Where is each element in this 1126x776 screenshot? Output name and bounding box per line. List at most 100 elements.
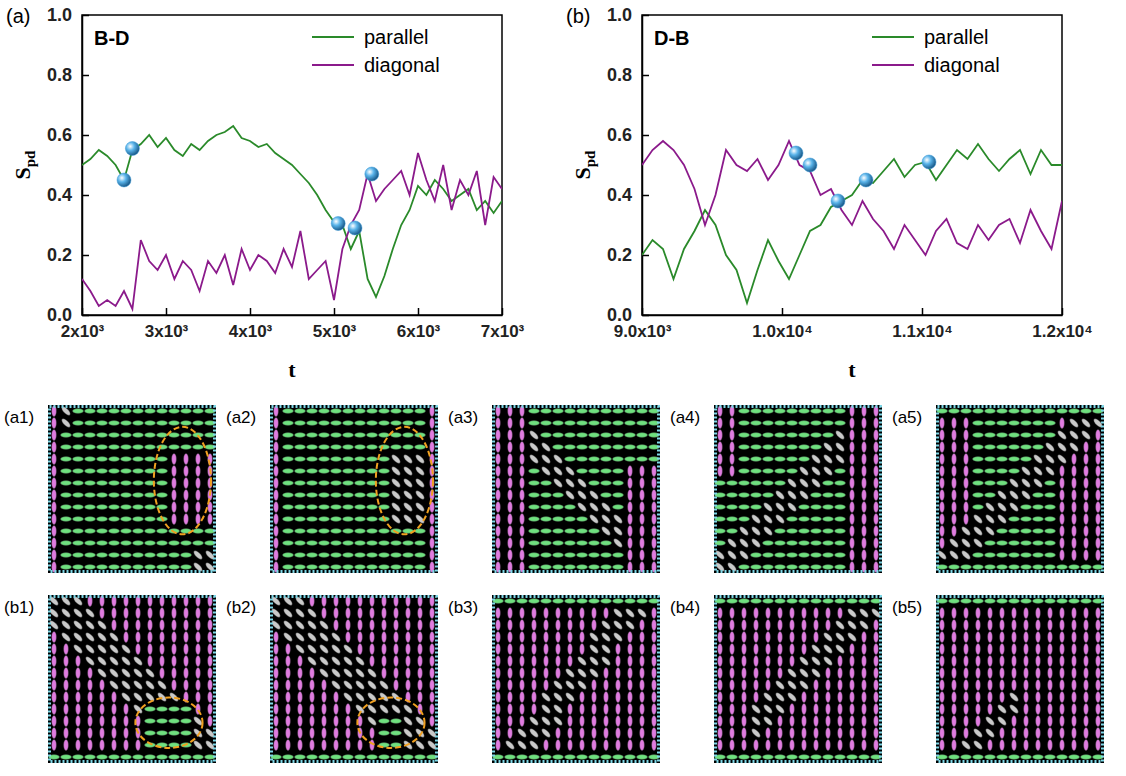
- particle: [718, 691, 723, 702]
- particle: [358, 739, 363, 750]
- particle: [1020, 433, 1031, 438]
- particle: [72, 553, 83, 558]
- particle: [822, 553, 833, 558]
- particle: [588, 553, 599, 558]
- particle: [318, 517, 329, 522]
- particle: [774, 489, 785, 500]
- particle: [544, 739, 549, 750]
- particle: [172, 489, 177, 500]
- particle: [738, 505, 749, 510]
- highlight-ring: [357, 697, 424, 747]
- particle: [600, 421, 611, 426]
- particle: [1008, 421, 1019, 426]
- particle: [814, 631, 819, 642]
- particle: [1008, 469, 1019, 474]
- particle: [144, 553, 155, 558]
- particle: [520, 429, 525, 440]
- particle: [108, 445, 119, 450]
- particle: [1056, 429, 1067, 440]
- particle: [730, 631, 735, 642]
- particle: [940, 453, 945, 464]
- particle: [144, 731, 155, 736]
- particle: [496, 643, 501, 654]
- particle: [72, 481, 83, 486]
- particle: [592, 691, 597, 702]
- particle: [1080, 429, 1091, 440]
- particle: [1096, 513, 1101, 524]
- particle: [378, 493, 389, 498]
- particle: [568, 643, 573, 654]
- particle: [588, 631, 599, 642]
- particle: [616, 715, 621, 726]
- particle: [834, 517, 845, 522]
- particle: [564, 691, 575, 702]
- particle: [636, 433, 647, 438]
- particle: [354, 469, 365, 474]
- particle: [988, 655, 993, 666]
- particle: [72, 517, 83, 522]
- particle: [826, 715, 831, 726]
- particle: [798, 433, 809, 438]
- particle: [1008, 457, 1019, 462]
- snapshot-marker: [365, 167, 379, 181]
- particle: [1000, 607, 1005, 618]
- particle: [544, 607, 549, 618]
- particle: [1044, 553, 1055, 558]
- particle: [112, 607, 117, 618]
- particle: [96, 643, 107, 654]
- snapshot: (b1): [4, 595, 216, 763]
- particle: [972, 537, 983, 548]
- particle: [132, 553, 143, 558]
- particle: [652, 679, 657, 690]
- particle: [742, 619, 747, 630]
- particle: [108, 655, 119, 666]
- particle: [874, 619, 879, 630]
- particle: [132, 469, 143, 474]
- particle: [430, 715, 435, 726]
- particle: [286, 691, 291, 702]
- particle: [612, 513, 623, 524]
- particle: [952, 489, 957, 500]
- particle: [988, 679, 993, 690]
- particle: [282, 457, 293, 462]
- particle: [76, 691, 81, 702]
- particle: [430, 441, 435, 452]
- particle: [972, 493, 983, 498]
- particle: [640, 703, 645, 714]
- particle: [1020, 489, 1031, 500]
- particle: [730, 727, 735, 738]
- snapshot-bg: [270, 405, 438, 573]
- particle: [810, 445, 821, 450]
- particle: [640, 727, 645, 738]
- particle: [588, 541, 599, 546]
- particle: [366, 553, 377, 558]
- particle: [430, 549, 435, 560]
- particle: [874, 453, 879, 464]
- particle: [1020, 565, 1031, 570]
- particle: [342, 457, 353, 462]
- particle: [544, 655, 549, 666]
- particle: [1060, 549, 1065, 560]
- particle: [996, 489, 1007, 500]
- particle: [306, 481, 317, 486]
- highlight-ring: [135, 697, 202, 747]
- particle: [718, 703, 723, 714]
- particle: [354, 457, 365, 462]
- particle: [100, 703, 105, 714]
- particle: [334, 715, 339, 726]
- particle: [1096, 453, 1101, 464]
- particle: [414, 755, 425, 760]
- particle: [72, 457, 83, 462]
- particle: [762, 703, 773, 714]
- particle: [52, 537, 57, 548]
- snapshot-bg: [714, 405, 882, 573]
- particle: [742, 691, 747, 702]
- particle: [414, 445, 425, 450]
- particle: [972, 409, 983, 414]
- particle: [192, 549, 203, 560]
- particle: [108, 421, 119, 426]
- particle: [1080, 409, 1091, 414]
- particle: [996, 481, 1007, 486]
- particle: [600, 755, 611, 760]
- particle: [730, 703, 735, 714]
